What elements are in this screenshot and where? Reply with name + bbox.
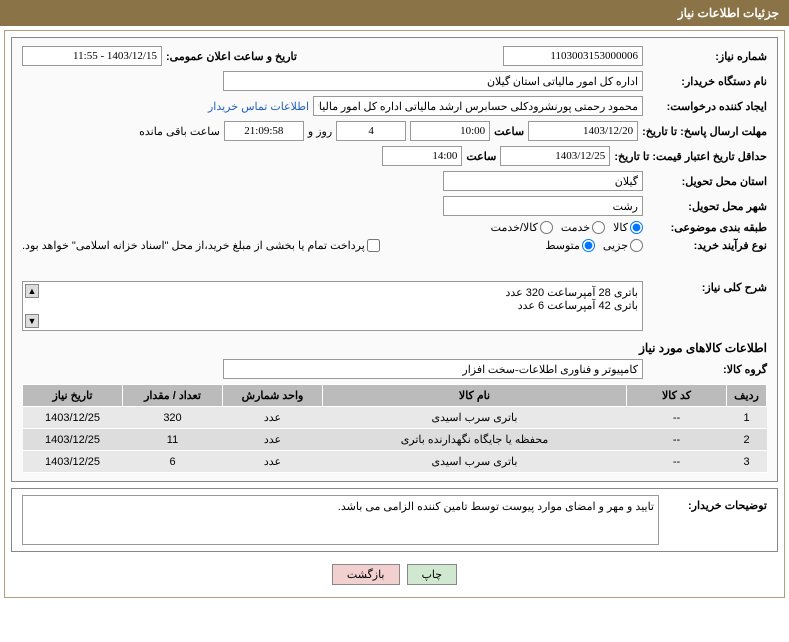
label-purchase-type: نوع فرآیند خرید: <box>647 239 767 252</box>
purchase-type-radio-group: جزیی متوسط <box>545 239 643 252</box>
label-buyer-notes: توضیحات خریدار: <box>667 495 767 512</box>
label-hours-remain: ساعت باقی مانده <box>139 125 220 138</box>
th-row: ردیف <box>727 385 767 407</box>
items-section-header: اطلاعات کالاهای مورد نیاز <box>22 337 767 355</box>
th-date: تاریخ نیاز <box>23 385 123 407</box>
scroll-down-icon[interactable]: ▼ <box>25 314 39 328</box>
cell-qty: 320 <box>123 407 223 429</box>
label-announce-dt: تاریخ و ساعت اعلان عمومی: <box>166 50 297 63</box>
cell-unit: عدد <box>223 407 323 429</box>
radio-goods-service-input[interactable] <box>540 221 553 234</box>
reply-date-field <box>528 121 638 141</box>
table-row: 1--باتری سرب اسیدیعدد3201403/12/25 <box>23 407 767 429</box>
radio-medium[interactable]: متوسط <box>545 239 595 252</box>
province-field <box>443 171 643 191</box>
price-date-field <box>500 146 610 166</box>
items-table: ردیف کد کالا نام کالا واحد شمارش تعداد /… <box>22 384 767 473</box>
radio-service-input[interactable] <box>592 221 605 234</box>
cell-row: 3 <box>727 451 767 473</box>
scroll-up-icon[interactable]: ▲ <box>25 284 39 298</box>
goods-group-field <box>223 359 643 379</box>
cell-code: -- <box>627 407 727 429</box>
announce-dt-field <box>22 46 162 66</box>
remain-days-field <box>336 121 406 141</box>
buyer-notes-box: تایید و مهر و امضای موارد پیوست توسط تام… <box>22 495 659 545</box>
cell-name: باتری سرب اسیدی <box>323 407 627 429</box>
label-province: استان محل تحویل: <box>647 175 767 188</box>
th-unit: واحد شمارش <box>223 385 323 407</box>
cell-code: -- <box>627 429 727 451</box>
radio-service[interactable]: خدمت <box>561 221 605 234</box>
buyer-contact-link[interactable]: اطلاعات تماس خریدار <box>208 100 309 113</box>
price-time-field <box>382 146 462 166</box>
th-name: نام کالا <box>323 385 627 407</box>
label-hour-1: ساعت <box>494 125 524 138</box>
radio-small-input[interactable] <box>630 239 643 252</box>
classification-radio-group: کالا خدمت کالا/خدمت <box>491 221 643 234</box>
radio-small[interactable]: جزیی <box>603 239 643 252</box>
label-goods-group: گروه کالا: <box>647 363 767 376</box>
cell-qty: 6 <box>123 451 223 473</box>
buyer-org-field <box>223 71 643 91</box>
label-reply-deadline: مهلت ارسال پاسخ: تا تاریخ: <box>642 125 767 138</box>
label-price-validity: حداقل تاریخ اعتبار قیمت: تا تاریخ: <box>614 150 767 163</box>
main-form-frame: شماره نیاز: تاریخ و ساعت اعلان عمومی: نا… <box>11 37 778 482</box>
label-hour-2: ساعت <box>466 150 496 163</box>
label-need-no: شماره نیاز: <box>647 50 767 63</box>
cell-qty: 11 <box>123 429 223 451</box>
table-row: 2--محفظه یا جایگاه نگهدارنده باتریعدد111… <box>23 429 767 451</box>
button-bar: چاپ بازگشت <box>11 558 778 591</box>
label-buyer-org: نام دستگاه خریدار: <box>647 75 767 88</box>
summary-line-1: باتری 28 آمپرساعت 320 عدد <box>27 286 638 299</box>
radio-medium-input[interactable] <box>582 239 595 252</box>
label-classification: طبقه بندی موضوعی: <box>647 221 767 234</box>
summary-line-2: باتری 42 آمپرساعت 6 عدد <box>27 299 638 312</box>
label-days-and: روز و <box>308 125 332 138</box>
page-title-bar: جزئیات اطلاعات نیاز <box>0 0 789 26</box>
cell-date: 1403/12/25 <box>23 451 123 473</box>
page-title: جزئیات اطلاعات نیاز <box>678 6 779 20</box>
cell-row: 2 <box>727 429 767 451</box>
table-header-row: ردیف کد کالا نام کالا واحد شمارش تعداد /… <box>23 385 767 407</box>
radio-goods-input[interactable] <box>630 221 643 234</box>
cell-row: 1 <box>727 407 767 429</box>
cell-code: -- <box>627 451 727 473</box>
radio-goods-service[interactable]: کالا/خدمت <box>491 221 553 234</box>
th-qty: تعداد / مقدار <box>123 385 223 407</box>
need-summary-box: باتری 28 آمپرساعت 320 عدد باتری 42 آمپرس… <box>22 281 643 331</box>
cell-name: باتری سرب اسیدی <box>323 451 627 473</box>
remain-time-field <box>224 121 304 141</box>
requester-field <box>313 96 643 116</box>
cell-date: 1403/12/25 <box>23 429 123 451</box>
back-button[interactable]: بازگشت <box>332 564 400 585</box>
payment-note-check[interactable]: پرداخت تمام یا بخشی از مبلغ خرید،از محل … <box>22 239 380 252</box>
buyer-notes-frame: توضیحات خریدار: تایید و مهر و امضای موار… <box>11 488 778 552</box>
cell-unit: عدد <box>223 429 323 451</box>
payment-note-checkbox[interactable] <box>367 239 380 252</box>
th-code: کد کالا <box>627 385 727 407</box>
label-requester: ایجاد کننده درخواست: <box>647 100 767 113</box>
print-button[interactable]: چاپ <box>407 564 458 585</box>
cell-name: محفظه یا جایگاه نگهدارنده باتری <box>323 429 627 451</box>
cell-date: 1403/12/25 <box>23 407 123 429</box>
reply-time-field <box>410 121 490 141</box>
cell-unit: عدد <box>223 451 323 473</box>
label-city: شهر محل تحویل: <box>647 200 767 213</box>
label-need-summary: شرح کلی نیاز: <box>647 281 767 294</box>
need-no-field <box>503 46 643 66</box>
radio-goods[interactable]: کالا <box>613 221 643 234</box>
outer-frame: شماره نیاز: تاریخ و ساعت اعلان عمومی: نا… <box>4 30 785 598</box>
table-row: 3--باتری سرب اسیدیعدد61403/12/25 <box>23 451 767 473</box>
city-field <box>443 196 643 216</box>
